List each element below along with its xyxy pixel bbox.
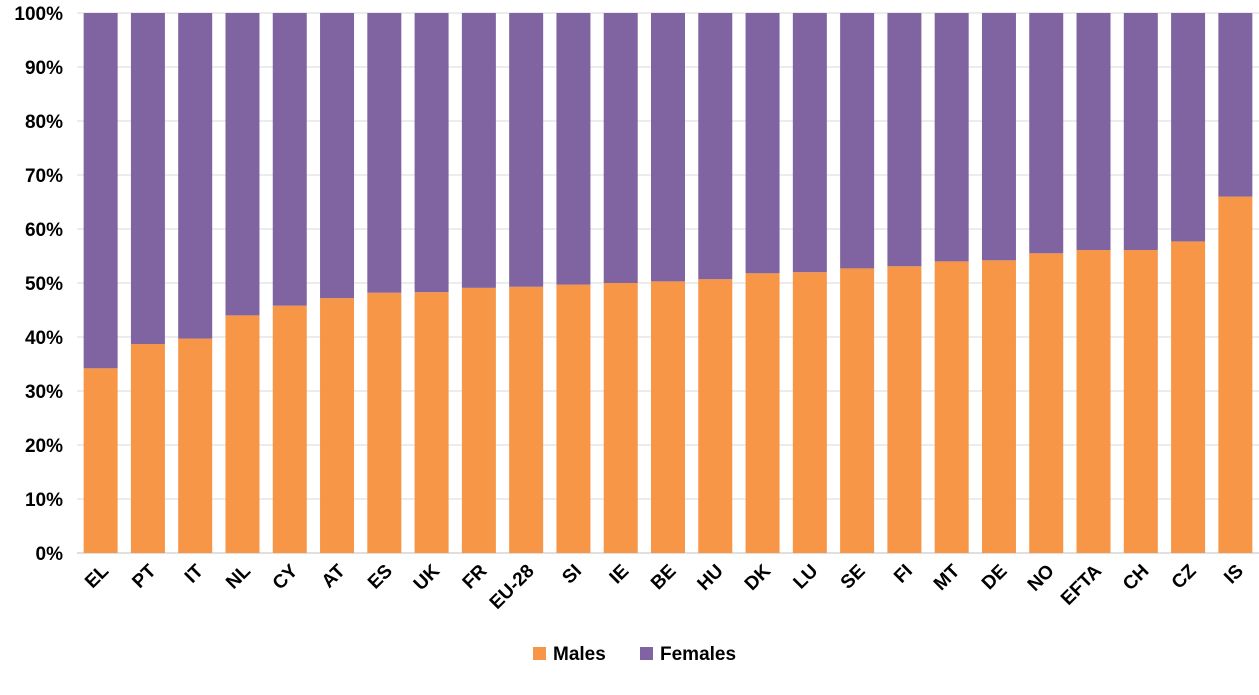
x-tick-label: CH — [1119, 561, 1153, 595]
y-tick-label: 20% — [25, 436, 63, 457]
bar-females-no — [1029, 13, 1064, 254]
y-tick-label: 10% — [25, 490, 63, 511]
x-tick-label: SE — [837, 561, 870, 594]
bar-females-nl — [225, 13, 260, 316]
bar-females-ch — [1123, 13, 1158, 251]
x-tick-label: HU — [694, 561, 728, 595]
bar-females-is — [1218, 13, 1253, 197]
x-tick-label: SI — [558, 561, 586, 589]
x-tick-label: AT — [318, 560, 350, 592]
legend-label-males: Males — [553, 644, 606, 665]
legend-swatch-males — [533, 647, 546, 660]
y-tick-label: 100% — [14, 4, 63, 25]
x-tick-label: PT — [128, 560, 160, 592]
x-tick-label: ES — [364, 561, 397, 594]
bar-females-be — [651, 13, 685, 282]
x-tick-label: CY — [269, 560, 303, 594]
bar-males-eu-28 — [509, 286, 544, 553]
bar-females-hu — [698, 13, 733, 280]
x-tick-label: UK — [410, 560, 444, 594]
x-tick-label: EU-28 — [486, 561, 539, 614]
x-tick-label: DE — [978, 561, 1012, 595]
y-tick-label: 90% — [25, 58, 63, 79]
x-tick-label: NL — [222, 560, 255, 593]
bar-females-pt — [130, 13, 165, 345]
bar-males-at — [320, 298, 355, 553]
bar-males-de — [981, 260, 1016, 553]
y-axis-tick-labels: 0% 10% 20% 30% 40% 50% 60% 70% 80% 90% 100% — [14, 4, 63, 565]
bar-females-mt — [934, 13, 969, 262]
bar-males-es — [367, 292, 402, 553]
bar-males-no — [1029, 253, 1064, 554]
bar-males-dk — [745, 273, 780, 553]
y-tick-label: 60% — [25, 220, 63, 241]
bar-males-fi — [887, 266, 922, 553]
x-tick-label: CZ — [1168, 560, 1201, 593]
bar-males-si — [556, 284, 591, 553]
bar-females-fr — [461, 13, 496, 288]
x-tick-label: EFTA — [1057, 560, 1106, 609]
bars — [83, 13, 1253, 554]
bar-females-at — [320, 13, 355, 299]
bar-females-si — [556, 13, 591, 285]
bar-males-is — [1218, 196, 1253, 553]
bar-males-cz — [1171, 241, 1206, 554]
bar-males-efta — [1076, 250, 1111, 553]
y-tick-label: 50% — [25, 274, 63, 295]
bar-females-se — [840, 13, 875, 269]
bar-males-lu — [792, 272, 827, 553]
legend-swatch-females — [640, 647, 653, 660]
bar-males-se — [840, 268, 875, 553]
bar-females-cy — [272, 13, 307, 306]
x-tick-label: EL — [81, 560, 113, 592]
x-tick-label: FR — [459, 560, 492, 593]
bar-females-eu-28 — [509, 13, 544, 287]
y-tick-label: 30% — [25, 382, 63, 403]
bar-females-de — [981, 13, 1016, 261]
bar-males-cy — [272, 305, 307, 553]
bar-males-be — [651, 281, 685, 553]
bar-females-cz — [1171, 13, 1206, 242]
x-tick-label: IE — [606, 561, 634, 589]
y-tick-label: 0% — [36, 544, 64, 565]
bar-males-el — [83, 368, 118, 553]
bar-males-nl — [225, 315, 260, 553]
x-tick-label: LU — [790, 561, 823, 594]
bar-males-mt — [934, 261, 969, 553]
bar-males-ch — [1123, 250, 1158, 553]
y-tick-label: 40% — [25, 328, 63, 349]
x-tick-label: FI — [890, 561, 917, 588]
x-tick-label: IT — [181, 560, 208, 587]
legend-label-females: Females — [660, 644, 736, 665]
bar-females-dk — [745, 13, 780, 274]
x-tick-label: NO — [1024, 561, 1059, 596]
x-tick-label: IS — [1220, 561, 1248, 589]
bar-females-es — [367, 13, 402, 293]
bar-males-pt — [130, 344, 165, 553]
legend: Males Females — [533, 644, 736, 665]
bar-females-efta — [1076, 13, 1111, 251]
bar-females-uk — [414, 13, 449, 293]
bar-females-fi — [887, 13, 922, 267]
x-tick-label: DK — [741, 560, 775, 594]
bar-females-ie — [603, 13, 638, 283]
bar-males-it — [178, 338, 213, 553]
bar-females-lu — [792, 13, 827, 273]
bar-males-fr — [461, 287, 496, 553]
bar-males-uk — [414, 292, 449, 553]
x-tick-label: MT — [930, 560, 965, 595]
x-tick-label: BE — [647, 561, 681, 595]
bar-females-it — [178, 13, 213, 339]
y-tick-label: 80% — [25, 112, 63, 133]
bar-males-hu — [698, 279, 733, 553]
bar-males-ie — [603, 283, 638, 553]
bar-females-el — [83, 13, 118, 369]
y-tick-label: 70% — [25, 166, 63, 187]
